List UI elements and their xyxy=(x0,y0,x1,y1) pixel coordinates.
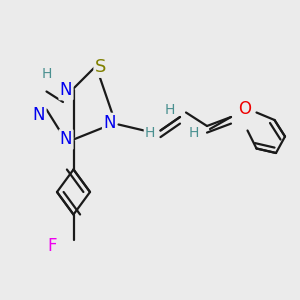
Text: O: O xyxy=(238,100,251,118)
Text: N: N xyxy=(60,130,72,148)
Text: N: N xyxy=(103,114,116,132)
Text: F: F xyxy=(48,237,57,255)
Text: N: N xyxy=(33,106,45,124)
Text: H: H xyxy=(188,127,199,140)
Text: H: H xyxy=(41,67,52,80)
Text: H: H xyxy=(145,127,155,140)
Text: N: N xyxy=(60,81,72,99)
Text: H: H xyxy=(164,103,175,116)
Text: S: S xyxy=(95,58,106,76)
